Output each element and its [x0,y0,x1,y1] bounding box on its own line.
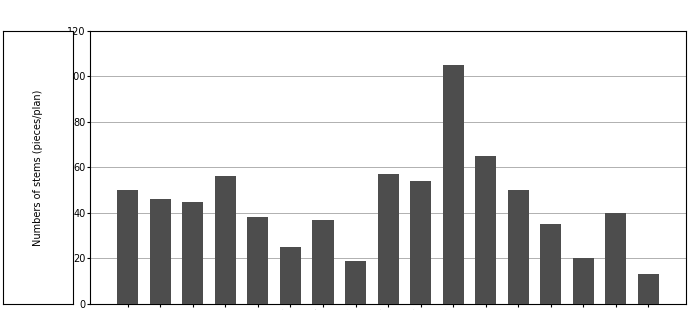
Bar [215,176,236,304]
Bar [541,224,561,304]
Bar [508,190,529,304]
Bar [313,220,333,304]
Bar [280,247,301,304]
Bar [247,217,268,304]
Bar [443,65,464,304]
Bar [182,202,204,304]
Bar [605,213,626,304]
Bar [150,199,171,304]
Bar [117,190,139,304]
Bar [572,258,594,304]
Bar [410,181,431,304]
Bar [475,156,496,304]
Bar [638,274,659,304]
Bar [345,261,366,304]
Text: Numbers of stems (pieces/plan): Numbers of stems (pieces/plan) [33,89,43,246]
Bar [378,174,398,304]
